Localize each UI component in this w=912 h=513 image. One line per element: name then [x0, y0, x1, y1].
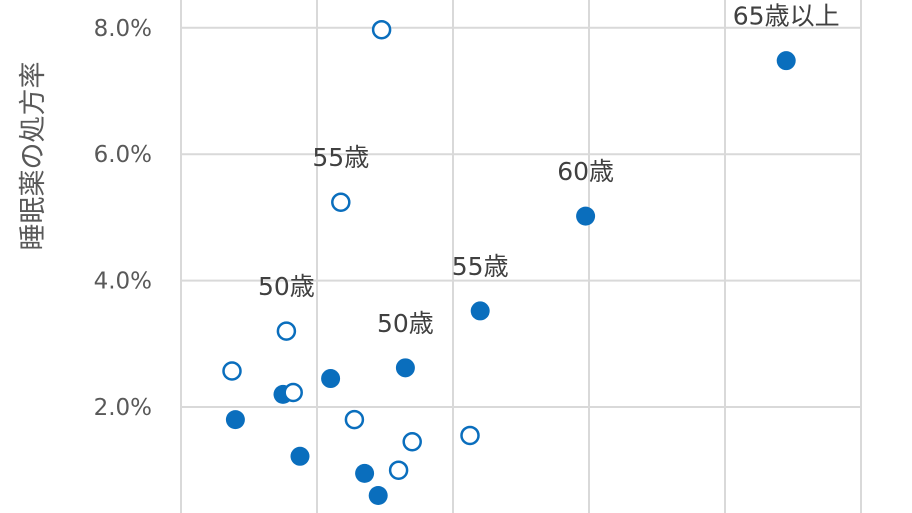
data-point-filled	[395, 358, 415, 378]
data-point-hollow	[388, 460, 409, 480]
data-point-filled	[576, 206, 596, 226]
data-label: 60歳	[557, 157, 614, 186]
y-tick-label: 2.0%	[94, 395, 152, 421]
gridlines	[180, 0, 862, 513]
y-tick-labels: 2.0% 4.0% 6.0% 8.0%	[94, 16, 152, 421]
data-point-hollow	[222, 361, 242, 381]
data-label: 65歳以上	[733, 2, 840, 31]
data-point-filled	[290, 446, 310, 466]
data-point-hollow	[331, 192, 351, 212]
data-label: 55歳	[312, 143, 369, 172]
data-point-hollow	[402, 432, 422, 452]
data-label: 50歳	[258, 272, 315, 301]
data-point-filled	[368, 485, 388, 505]
data-point-filled	[321, 369, 341, 389]
data-point-hollow	[344, 409, 365, 430]
data-points	[222, 19, 796, 505]
y-tick-label: 4.0%	[94, 269, 152, 295]
y-tick-label: 6.0%	[94, 142, 152, 168]
data-label: 50歳	[377, 309, 434, 338]
data-label: 55歳	[452, 252, 509, 281]
y-tick-label: 8.0%	[94, 16, 152, 42]
data-point-filled	[470, 301, 490, 321]
data-point-filled	[776, 51, 796, 71]
data-point-filled	[355, 463, 375, 483]
data-point-hollow	[276, 321, 297, 341]
data-point-hollow	[460, 425, 480, 446]
data-point-filled	[225, 410, 245, 430]
data-point-hollow	[283, 382, 303, 403]
data-point-hollow	[371, 19, 392, 40]
y-axis-title: 睡眠薬の処方率	[18, 62, 49, 251]
data-labels: 50歳 55歳 60歳 65歳以上 50歳 55歳	[258, 2, 840, 338]
